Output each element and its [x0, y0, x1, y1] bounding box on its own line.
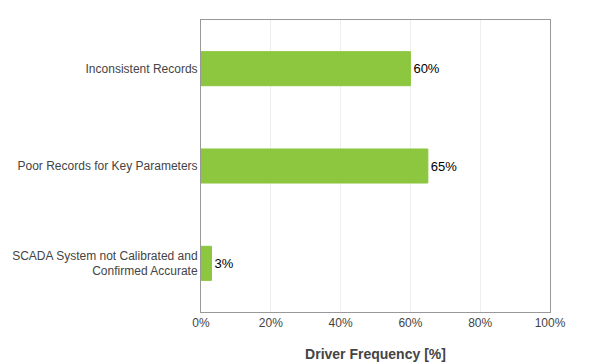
svg-text:60%: 60% [398, 316, 422, 330]
svg-text:Poor Records for Key Parameter: Poor Records for Key Parameters [18, 159, 198, 173]
svg-text:80%: 80% [468, 316, 492, 330]
svg-text:0%: 0% [192, 316, 210, 330]
svg-text:3%: 3% [214, 256, 233, 271]
svg-text:65%: 65% [431, 159, 457, 174]
svg-text:Driver Frequency [%]: Driver Frequency [%] [305, 346, 446, 362]
svg-text:Inconsistent Records: Inconsistent Records [86, 62, 198, 76]
svg-text:60%: 60% [413, 61, 439, 76]
svg-text:20%: 20% [259, 316, 283, 330]
svg-text:100%: 100% [535, 316, 566, 330]
svg-text:SCADA System not Calibrated an: SCADA System not Calibrated and Confirme… [12, 249, 198, 279]
svg-text:40%: 40% [329, 316, 353, 330]
